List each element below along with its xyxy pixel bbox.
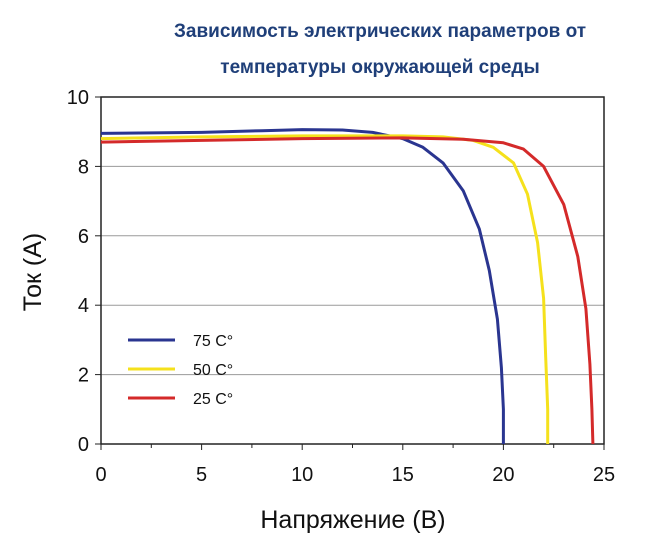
y-axis-ticks: 0 2 4 6 8 10 [67, 87, 101, 456]
x-tick-label: 0 [95, 464, 106, 486]
legend-label-2: 25 C° [193, 391, 233, 408]
y-tick-label: 10 [67, 87, 89, 109]
x-tick-label: 10 [291, 464, 313, 486]
x-tick-label: 20 [492, 464, 514, 486]
chart-title-line-1: Зависимость электрических параметров от [174, 21, 586, 42]
y-axis-label: Ток (А) [19, 233, 47, 311]
y-tick-label: 2 [78, 365, 89, 387]
x-tick-label: 25 [593, 464, 615, 486]
series-line-2 [100, 136, 595, 445]
y-tick-label: 8 [78, 156, 89, 178]
y-tick-label: 4 [78, 295, 89, 317]
chart-title-line-2: температуры окружающей среды [220, 57, 539, 78]
legend-label-1: 50 C° [193, 362, 233, 379]
x-axis-label: Напряжение (В) [260, 506, 445, 534]
grid [101, 165, 604, 376]
x-tick-label: 5 [196, 464, 207, 486]
series-line-1 [100, 134, 550, 444]
y-tick-label: 6 [78, 226, 89, 248]
x-axis-ticks: 0 5 10 15 20 25 [95, 444, 615, 486]
legend-label-0: 75 C° [193, 333, 233, 350]
legend: 75 C° 50 C° 25 C° [128, 333, 233, 408]
plot-area-frame [100, 96, 605, 445]
y-tick-label: 0 [78, 434, 89, 456]
x-tick-label: 15 [392, 464, 414, 486]
series-line-0 [100, 128, 505, 444]
series-lines [100, 128, 595, 445]
